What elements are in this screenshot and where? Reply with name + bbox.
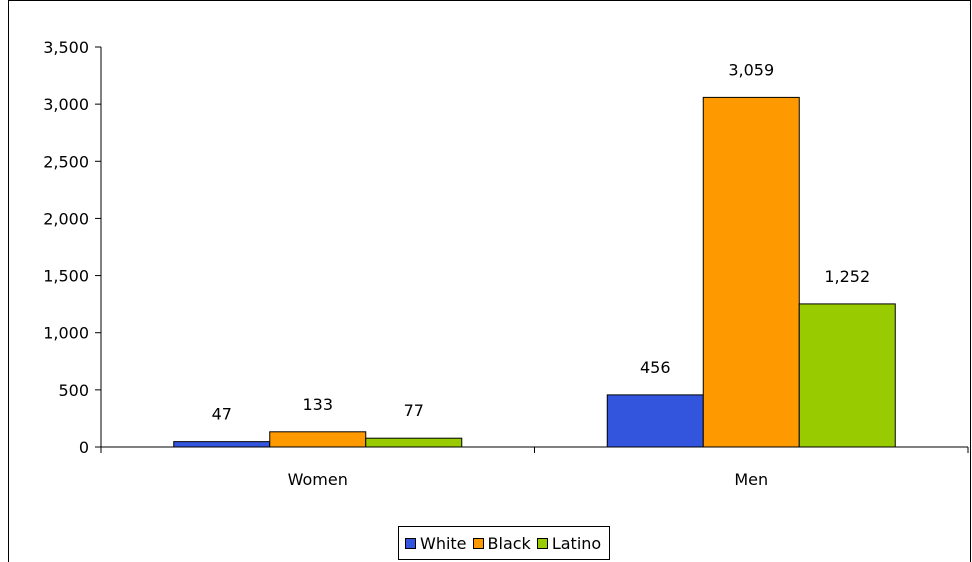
data-label: 1,252	[824, 267, 870, 286]
legend-swatch-black	[472, 537, 484, 549]
y-tick-label: 1,000	[43, 324, 89, 343]
data-label: 77	[404, 401, 424, 420]
bar-black-women	[269, 431, 367, 448]
y-tick-label: 1,500	[43, 267, 89, 286]
y-tick-label: 500	[58, 381, 89, 400]
legend-item-latino: Latino	[536, 533, 602, 553]
data-label: 456	[640, 358, 671, 377]
y-tick-label: 0	[79, 438, 89, 457]
y-tick-label: 3,000	[43, 95, 89, 114]
category-label: Men	[734, 470, 768, 489]
category-label: Women	[288, 470, 348, 489]
data-label: 47	[212, 405, 232, 424]
data-label: 3,059	[728, 60, 774, 79]
bar-white-men	[606, 394, 704, 448]
legend-swatch-latino	[536, 537, 548, 549]
chart-legend: White Black Latino	[398, 526, 611, 560]
legend-swatch-white	[405, 537, 416, 549]
y-tick-label: 3,500	[43, 38, 89, 57]
chart-labels: Women 47 133 77 Men 456 3,059 1,252	[212, 60, 871, 489]
chart-frame	[8, 0, 971, 562]
chart-bars	[173, 96, 896, 448]
legend-label-black: Black	[487, 533, 531, 553]
data-label: 133	[302, 395, 333, 414]
bar-black-men	[702, 96, 800, 448]
bar-white-women	[173, 441, 271, 448]
legend-item-black: Black	[472, 533, 531, 553]
legend-item-white: White	[405, 534, 467, 553]
legend-label-latino: Latino	[551, 533, 602, 553]
y-tick-label: 2,500	[43, 152, 89, 171]
legend-label-white: White	[420, 533, 467, 553]
bar-latino-women	[365, 437, 463, 448]
y-tick-label: 2,000	[43, 209, 89, 228]
bar-latino-men	[798, 303, 896, 448]
